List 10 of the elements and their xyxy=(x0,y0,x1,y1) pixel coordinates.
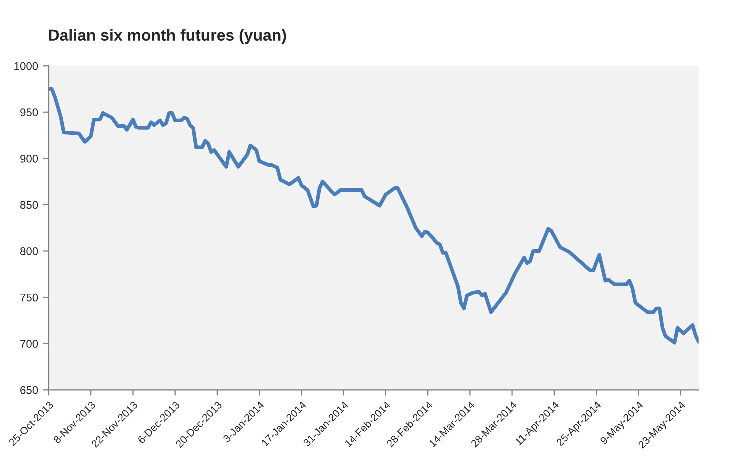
y-tick-label: 750 xyxy=(20,294,38,302)
y-tick-label: 700 xyxy=(20,340,38,348)
y-tick-label: 850 xyxy=(20,201,38,210)
y-tick-label: 650 xyxy=(20,386,38,394)
y-tick-label: 950 xyxy=(20,108,38,117)
y-tick-label: 1000 xyxy=(14,62,38,70)
y-tick-label: 800 xyxy=(20,248,38,256)
y-tick-label: 900 xyxy=(20,154,38,163)
chart-title: Dalian six month futures (yuan) xyxy=(49,29,286,44)
line-series xyxy=(48,87,699,345)
